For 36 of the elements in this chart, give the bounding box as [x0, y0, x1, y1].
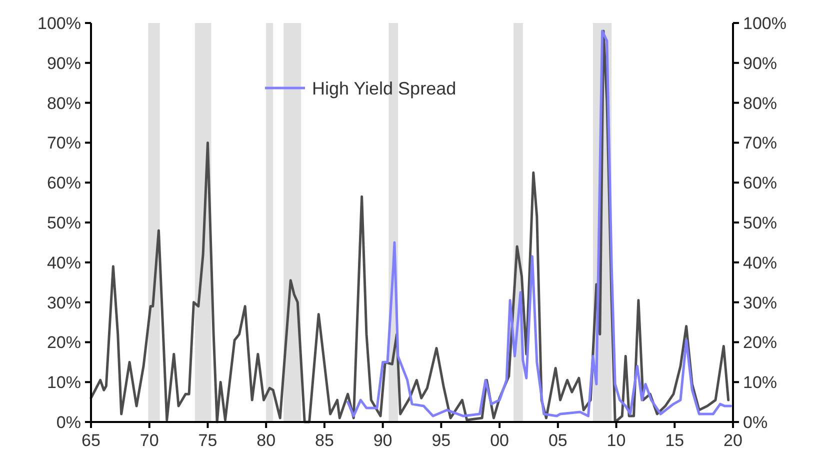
- y2-tick-label: 0%: [743, 412, 768, 432]
- y-tick-label: 100%: [38, 14, 81, 33]
- y2-tick-label: 10%: [743, 373, 778, 392]
- y2-tick-label: 60%: [743, 174, 778, 193]
- y-tick-label: 10%: [46, 373, 81, 392]
- y2-tick-label: 100%: [743, 14, 786, 33]
- x-tick-label: 95: [432, 431, 451, 450]
- x-tick-label: 05: [548, 431, 568, 450]
- x-tick-label: 10: [606, 431, 626, 450]
- y-tick-label: 70%: [46, 134, 81, 153]
- y2-tick-label: 40%: [743, 253, 778, 272]
- y2-tick-label: 20%: [743, 333, 778, 352]
- y-tick-label: 80%: [46, 94, 81, 113]
- line-series: [346, 30, 732, 418]
- x-tick-label: 20: [724, 431, 742, 450]
- y-tick-label: 20%: [46, 333, 81, 352]
- y-tick-label: 40%: [46, 253, 81, 272]
- x-tick-label: 70: [140, 431, 159, 450]
- y-tick-label: 30%: [46, 293, 81, 312]
- x-tick-label: 80: [256, 431, 276, 450]
- x-tick-label: 90: [373, 431, 392, 450]
- y-tick-label: 0%: [56, 412, 81, 432]
- x-tick-label: 65: [82, 431, 100, 450]
- x-tick-label: 15: [665, 431, 684, 450]
- y2-tick-label: 50%: [743, 213, 778, 232]
- y-tick-label: 50%: [46, 213, 81, 232]
- y2-tick-label: 90%: [743, 54, 778, 73]
- legend-label: High Yield Spread: [312, 78, 456, 98]
- y-tick-label: 60%: [46, 174, 81, 193]
- y2-tick-label: 30%: [743, 293, 778, 312]
- y2-tick-label: 80%: [743, 94, 778, 113]
- x-tick-label: 85: [314, 431, 334, 450]
- y2-tick-label: 70%: [743, 134, 778, 153]
- x-tick-label: 00: [490, 431, 510, 450]
- x-tick-label: 75: [198, 431, 218, 450]
- y-tick-label: 90%: [46, 54, 81, 73]
